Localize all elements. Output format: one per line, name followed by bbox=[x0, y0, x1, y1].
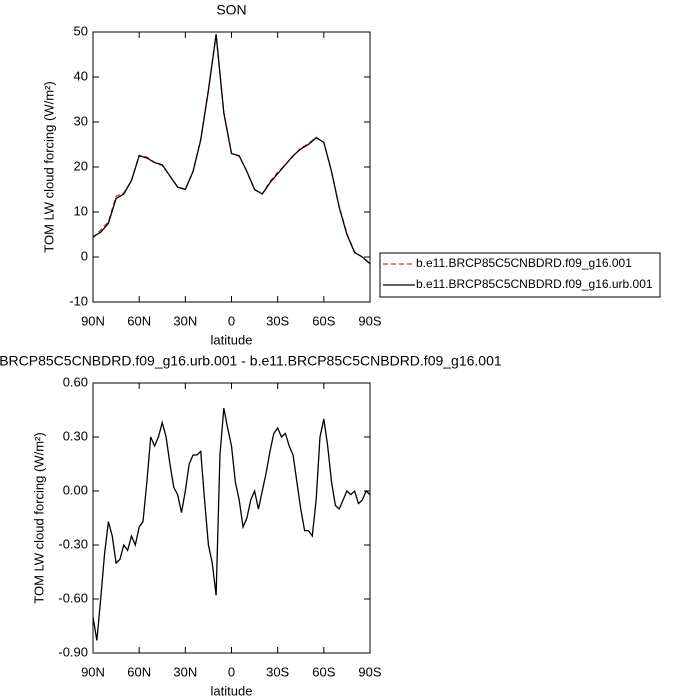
x-tick-label: 30S bbox=[266, 313, 289, 328]
x-tick-label: 60N bbox=[127, 664, 151, 679]
y-tick-label: -0.30 bbox=[58, 536, 88, 551]
x-tick-label: 90S bbox=[358, 313, 381, 328]
y-tick-label: -10 bbox=[69, 293, 88, 308]
y-tick-label: 0.60 bbox=[63, 374, 88, 389]
x-tick-label: 30N bbox=[173, 313, 197, 328]
legend-label: b.e11.BRCP85C5CNBDRD.f09_g16.001 bbox=[416, 256, 632, 270]
y-tick-label: 50 bbox=[74, 23, 88, 38]
x-tick-label: 90N bbox=[81, 664, 105, 679]
series-line bbox=[92, 408, 371, 641]
x-tick-label: 30N bbox=[173, 664, 197, 679]
y-axis-label: TOM LW cloud forcing (W/m²) bbox=[41, 81, 56, 252]
series-line bbox=[92, 35, 371, 265]
legend-label: b.e11.BRCP85C5CNBDRD.f09_g16.urb.001 bbox=[416, 277, 653, 291]
y-tick-label: -0.90 bbox=[58, 644, 88, 659]
chart-title: SON bbox=[216, 2, 246, 18]
plot-frame bbox=[92, 382, 371, 654]
x-tick-label: 0 bbox=[228, 313, 235, 328]
x-tick-label: 60N bbox=[127, 313, 151, 328]
y-tick-label: 20 bbox=[74, 158, 88, 173]
y-tick-label: 10 bbox=[74, 203, 88, 218]
series-line bbox=[92, 34, 371, 265]
y-tick-label: 0.00 bbox=[63, 482, 88, 497]
legend-box bbox=[379, 252, 661, 298]
x-tick-label: 90N bbox=[81, 313, 105, 328]
y-axis-label: TOM LW cloud forcing (W/m²) bbox=[31, 432, 46, 603]
y-tick-label: 30 bbox=[74, 113, 88, 128]
x-tick-label: 30S bbox=[266, 664, 289, 679]
y-tick-label: 0 bbox=[81, 248, 88, 263]
y-tick-label: -0.60 bbox=[58, 590, 88, 605]
x-tick-label: 0 bbox=[228, 664, 235, 679]
x-tick-label: 60S bbox=[312, 664, 335, 679]
x-axis-label: latitude bbox=[211, 332, 253, 347]
y-tick-label: 40 bbox=[74, 68, 88, 83]
x-tick-label: 60S bbox=[312, 313, 335, 328]
y-tick-label: 0.30 bbox=[63, 428, 88, 443]
x-tick-label: 90S bbox=[358, 664, 381, 679]
x-axis-label: latitude bbox=[211, 683, 253, 698]
chart-title: b.e11.BRCP85C5CNBDRD.f09_g16.urb.001 - b… bbox=[0, 353, 502, 369]
plot-frame bbox=[92, 31, 371, 303]
